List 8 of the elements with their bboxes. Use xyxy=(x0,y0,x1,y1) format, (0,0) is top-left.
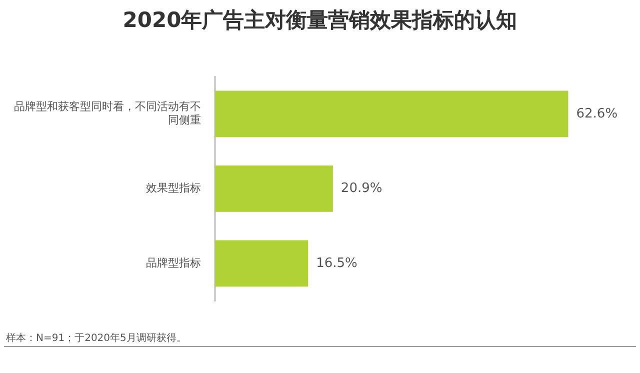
y-tick-label: 品牌型和获客型同时看，不同活动有不同侧重 xyxy=(14,100,201,126)
y-tick-label: 品牌型指标 xyxy=(146,256,201,270)
text: 样本：N=91；于2020年5月调研获得。 xyxy=(6,332,186,345)
data-label: 62.6% xyxy=(576,106,618,122)
data-label: 20.9% xyxy=(340,181,382,196)
chart-title: 2020年广告主对衡量营销效果指标的认知 xyxy=(122,7,518,34)
y-tick-label: 效果型指标 xyxy=(146,182,201,195)
data-label: 16.5% xyxy=(316,256,358,271)
